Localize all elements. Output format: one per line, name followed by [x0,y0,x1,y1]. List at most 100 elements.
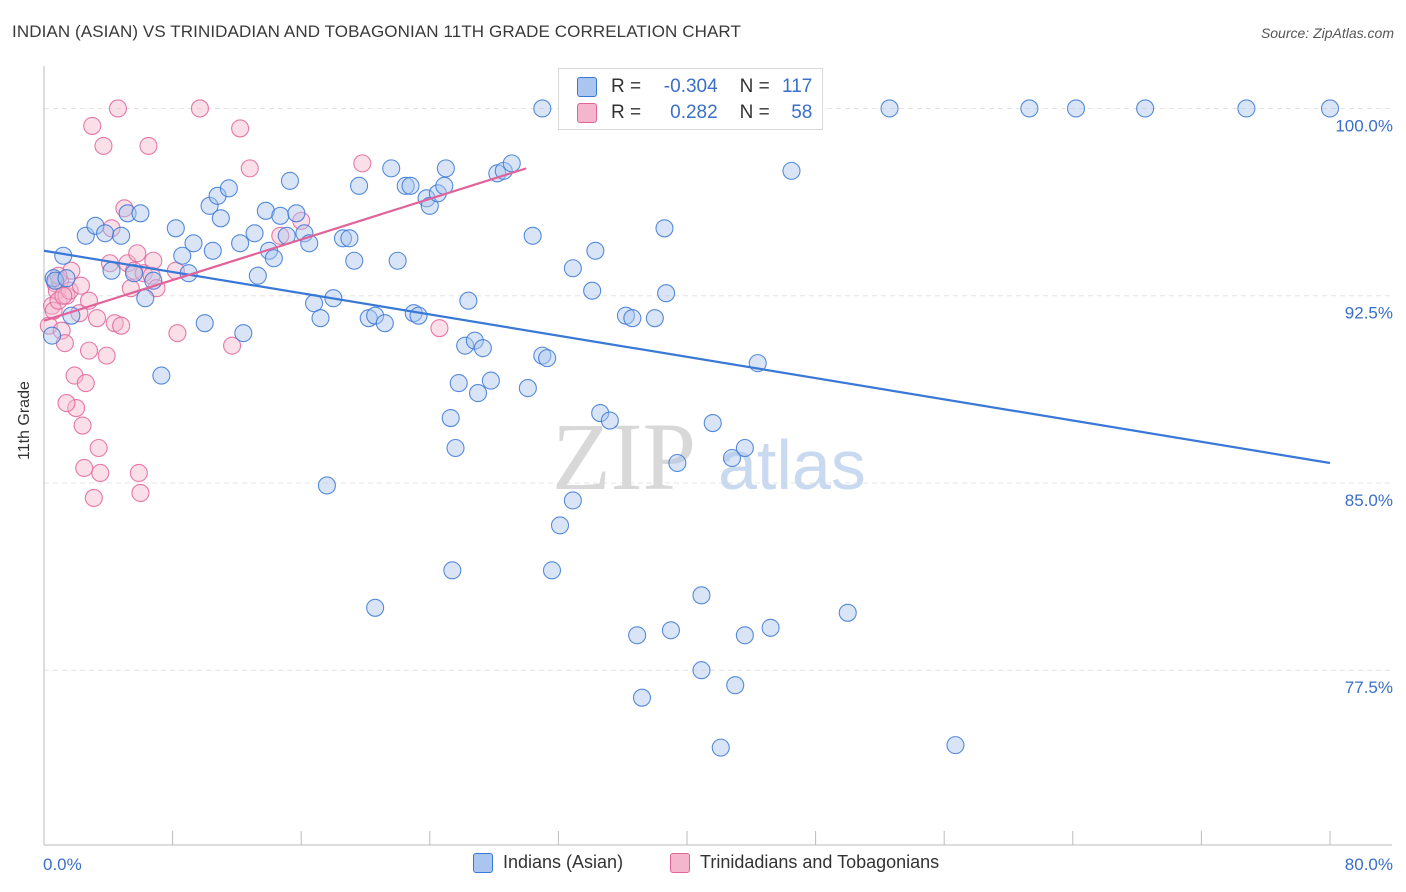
y-tick-label-1: 92.5% [1345,304,1393,323]
stats-row-pink: R = 0.282 N = 58 [577,100,812,126]
pts-pink-point-34 [131,483,150,503]
pts-blue-point-51 [382,159,401,178]
pts-blue-point-16 [152,366,171,385]
pts-pink-point-2 [44,301,63,320]
pts-pink-point-41 [223,336,242,355]
pts-blue-point-74 [533,346,552,365]
pts-blue-point-98 [443,561,462,580]
pts-blue-point-52 [388,251,407,270]
pts-pink-point-55 [353,154,372,173]
pts-blue-point-31 [256,201,275,220]
pts-blue-point-106 [692,661,711,680]
pts-blue-point-6 [76,226,95,245]
pts-blue-point-89 [703,413,722,433]
pts-pink-point-44 [271,226,290,245]
pts-blue-point-68 [481,371,500,390]
pts-blue-point-112 [1066,99,1086,118]
pts-blue-point-78 [563,491,582,510]
pts-blue-point-4 [57,269,76,288]
pts-pink-point-33 [128,244,147,263]
pts-pink-point-51 [79,341,99,360]
pts-blue-point-7 [86,216,105,235]
pts-blue-point-107 [726,676,745,695]
pts-blue-point-88 [668,453,687,473]
pts-pink-point-23 [97,346,116,365]
pts-pink-point-15 [71,276,91,295]
pts-blue-point-36 [280,171,299,190]
x-tick-right: 80.0% [1345,855,1393,874]
x-tick-left: 0.0% [43,855,82,874]
pts-blue-point-28 [234,324,253,343]
pts-blue-point-96 [1320,99,1340,118]
n-label: N = [739,102,770,123]
pts-blue-point-86 [655,219,674,238]
pink-n-value: 58 [791,102,813,123]
points-indian [42,99,1340,757]
pts-blue-point-93 [782,161,801,180]
pts-blue-point-90 [722,448,742,468]
source-label: Source: ZipAtlas.com [1260,25,1394,41]
pts-blue-point-0 [42,326,62,345]
r-label: R = [611,76,642,97]
pts-blue-point-79 [583,281,602,300]
pts-blue-point-37 [287,204,306,223]
pts-blue-point-95 [1237,99,1256,118]
pts-pink-point-19 [83,116,102,135]
pts-pink-point-43 [240,159,259,178]
legend-item-indian[interactable]: Indians (Asian) [473,852,623,873]
pts-blue-point-82 [600,411,619,430]
pts-blue-point-54 [401,176,420,195]
pts-pink-point-17 [76,374,95,393]
pts-blue-point-50 [375,314,394,333]
pts-pink-point-42 [231,119,250,138]
pts-pink-point-29 [115,199,134,218]
pts-blue-point-103 [838,603,857,622]
pts-pink-point-56 [75,458,94,478]
pts-blue-point-17 [166,219,185,238]
pts-pink-point-39 [190,99,209,118]
legend-swatch-pink [670,852,690,873]
pink-swatch [577,103,597,123]
pts-blue-point-33 [264,249,283,268]
y-tick-labels: 100.0% 92.5% 85.0% 77.5% [1335,116,1393,697]
pts-blue-point-109 [711,738,730,757]
pts-blue-point-117 [436,159,455,178]
pts-blue-point-61 [441,408,460,428]
pts-pink-point-54 [168,324,187,343]
pts-blue-point-84 [623,309,642,328]
pts-blue-point-73 [523,226,542,245]
pts-blue-point-23 [203,241,222,260]
pts-pink-point-20 [87,309,107,328]
pts-blue-point-25 [211,209,230,228]
pts-blue-point-77 [563,259,582,278]
y-tick-label-0: 100.0% [1335,116,1393,135]
pts-blue-point-2 [46,271,65,290]
stats-legend: R = -0.304 N = 117 R = 0.282 N = 58 [558,68,823,130]
pts-pink-point-13 [67,399,86,418]
pts-pink-point-27 [108,99,127,118]
blue-n-value: 117 [782,76,813,97]
legend-swatch-blue [473,852,493,873]
pts-blue-point-26 [219,179,238,198]
pts-blue-point-41 [311,309,330,328]
legend-item-trinidadian[interactable]: Trinidadians and Tobagonians [670,852,939,873]
pts-blue-point-62 [449,374,468,393]
pts-blue-point-104 [735,626,754,645]
pts-blue-point-71 [502,154,521,173]
pts-pink-point-48 [57,394,76,413]
blue-swatch [577,77,597,97]
pts-blue-point-97 [542,561,562,580]
pts-pink-point-49 [129,463,148,483]
pts-blue-point-53 [396,176,415,195]
pts-pink-point-28 [112,316,131,335]
stats-row-blue: R = -0.304 N = 117 [577,74,812,100]
trend-line-indian [43,249,1331,465]
pts-blue-point-94 [880,99,899,118]
pts-blue-point-76 [550,516,570,535]
pts-blue-point-20 [184,234,203,253]
pts-blue-point-18 [173,246,192,265]
y-axis-label: 11th Grade [16,381,33,460]
pts-blue-point-34 [271,206,290,225]
pts-blue-point-45 [340,229,359,248]
